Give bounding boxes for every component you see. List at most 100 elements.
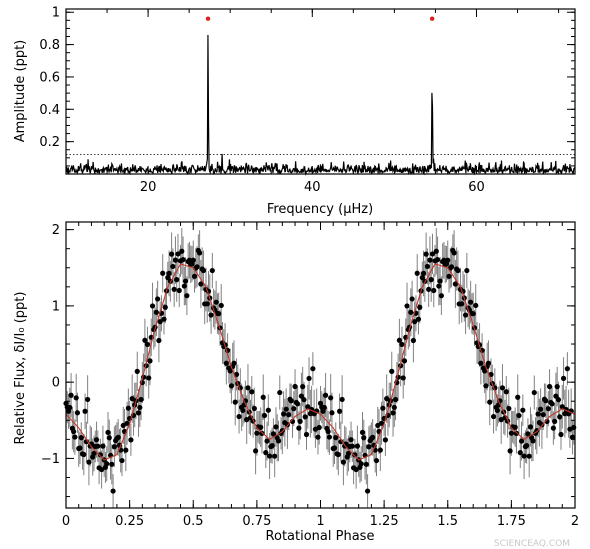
data-point — [424, 263, 430, 270]
data-point — [81, 451, 87, 458]
data-point — [527, 424, 534, 430]
data-point — [223, 360, 229, 366]
data-point — [520, 407, 526, 413]
data-point — [249, 389, 255, 395]
data-point — [144, 341, 151, 348]
data-point — [301, 397, 307, 403]
data-point — [296, 425, 302, 431]
data-point — [138, 396, 144, 403]
periodogram-frame — [65, 8, 576, 175]
data-point — [190, 257, 196, 263]
data-point — [459, 301, 465, 307]
data-point — [232, 399, 238, 405]
data-point — [305, 404, 311, 410]
data-point — [120, 422, 126, 429]
periodogram-ytick-label: 1 — [52, 6, 60, 21]
data-point — [184, 293, 190, 299]
data-point — [485, 360, 492, 366]
data-point — [275, 438, 282, 444]
data-point — [390, 410, 396, 416]
data-point — [400, 375, 406, 381]
data-point — [289, 418, 296, 425]
data-point — [437, 278, 443, 284]
data-point — [473, 302, 479, 309]
data-point — [97, 452, 103, 458]
data-point — [516, 412, 522, 419]
data-point — [389, 368, 395, 374]
data-point — [231, 360, 237, 366]
data-point — [72, 434, 78, 440]
data-point — [134, 368, 140, 374]
data-point — [384, 396, 390, 402]
data-point — [91, 450, 97, 457]
data-point — [414, 270, 420, 276]
data-point — [260, 394, 266, 400]
peak-marker-2 — [429, 16, 435, 21]
data-point — [119, 457, 125, 464]
data-point — [433, 248, 439, 254]
data-point — [353, 466, 359, 473]
data-point — [245, 385, 251, 391]
data-point — [417, 304, 423, 310]
data-point — [506, 405, 512, 412]
data-point — [310, 366, 316, 372]
lightcurve-ticks: −1 0 1 2 0 0.25 0.5 0.75 1 1.25 1.5 1.75 2 — [41, 222, 579, 529]
data-point — [507, 448, 513, 454]
data-point — [227, 368, 233, 374]
data-point — [348, 437, 354, 443]
data-point — [315, 434, 321, 440]
data-point — [550, 425, 556, 431]
data-point — [373, 457, 380, 464]
lightcurve-xtick-label: 0.5 — [183, 514, 204, 529]
data-point — [191, 273, 198, 279]
data-point — [377, 447, 383, 453]
data-point — [452, 281, 458, 287]
data-point — [261, 412, 268, 419]
data-point — [526, 453, 532, 459]
data-point — [95, 443, 101, 449]
data-point — [412, 319, 418, 325]
data-point — [155, 296, 161, 302]
lightcurve-xtick-label: 0.25 — [115, 514, 144, 529]
data-point — [429, 251, 436, 257]
data-point — [364, 488, 371, 494]
data-point — [288, 398, 294, 404]
data-point — [208, 312, 214, 318]
data-point — [161, 316, 167, 322]
data-point — [503, 389, 509, 395]
data-point — [115, 434, 121, 440]
data-point — [300, 384, 306, 390]
data-point — [543, 398, 549, 404]
data-point — [204, 301, 210, 307]
lightcurve-xtick-label: 2 — [571, 514, 579, 529]
data-point — [200, 267, 207, 274]
data-point — [86, 459, 92, 465]
data-point — [409, 296, 415, 302]
periodogram-panel: 0.2 0.4 0.6 0.8 1 20 40 60 Frequency (μHz) Ampl… — [13, 6, 576, 217]
data-point — [559, 404, 565, 410]
lightcurve-ytick-label: 0 — [52, 376, 60, 391]
data-point — [280, 411, 287, 417]
data-point — [464, 267, 470, 274]
data-point — [455, 267, 461, 274]
data-point — [404, 303, 410, 309]
data-point — [340, 459, 347, 465]
data-point — [392, 396, 399, 403]
lightcurve-plot-area — [63, 228, 577, 508]
data-point — [524, 443, 530, 449]
data-point — [401, 358, 408, 364]
data-point — [106, 435, 112, 441]
data-point — [149, 303, 156, 309]
data-point — [554, 384, 560, 390]
data-point — [555, 397, 562, 403]
data-point — [272, 453, 278, 459]
data-point — [518, 438, 525, 444]
data-point — [99, 466, 105, 473]
data-point — [446, 273, 452, 279]
data-point — [448, 264, 455, 270]
data-point — [137, 404, 143, 411]
data-point — [181, 283, 187, 289]
periodogram-ytick-label: 0.4 — [39, 103, 60, 118]
data-point — [322, 392, 329, 398]
data-point — [564, 366, 570, 372]
